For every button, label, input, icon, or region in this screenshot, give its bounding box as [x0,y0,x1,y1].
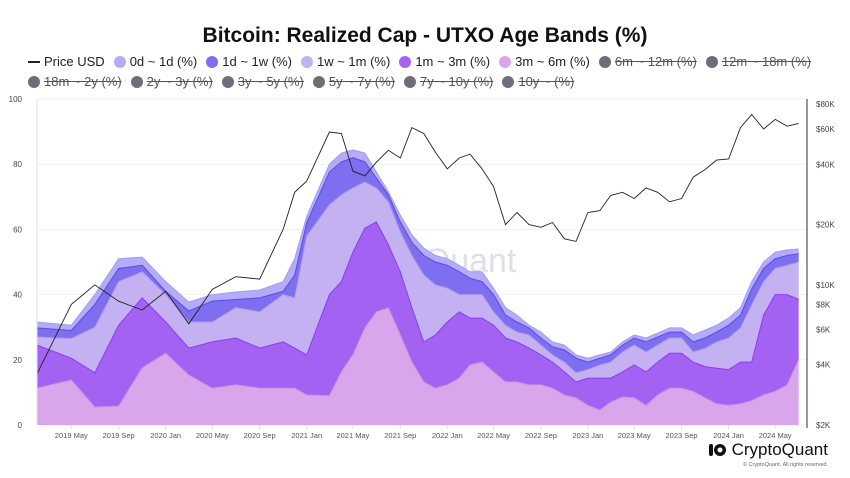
x-tick-label: 2022 Jan [432,431,463,440]
y-right-tick-label: $40K [816,160,835,169]
dot-marker-icon [399,56,412,68]
copyright: © CryptoQuant. All rights reserved. [742,462,828,468]
left-axis-ticks: 0 20 40 60 80 100 [9,95,23,430]
x-tick-label: 2023 Sep [665,431,697,440]
y-right-tick-label: $10K [816,281,835,290]
y-right-tick-label: $4K [816,361,831,370]
legend-label: 3m ~ 6m (%) [515,54,590,69]
y-right-tick-label: $60K [816,125,835,134]
y-left-tick-label: 40 [13,291,22,300]
dot-marker-icon [312,76,325,88]
right-axis-ticks: $2K $4K $6K $8K $10K $20K $40K $60K $80K [816,100,835,430]
dot-marker-icon [28,76,40,88]
y-right-tick-label: $6K [816,325,831,334]
legend-label: 7y ~ 10y (%) [420,74,494,89]
legend-item[interactable]: 1d ~ 1w (%) [206,54,292,70]
dot-marker-icon [206,56,219,68]
area-1w-1m [37,182,799,382]
area-edge-1m-3m [36,221,799,383]
dot-marker-icon [221,76,234,88]
legend-row: 18m ~ 2y (%) 2y ~ 3y (%) 3y ~ 5y (%) 5y ~ 7… [28,74,828,90]
stacked-areas [36,149,800,425]
area-edge-1w-1m [36,181,799,374]
area-edge-0d-1d [36,149,799,359]
legend-label: 2y ~ 3y (%) [146,74,213,89]
y-right-tick-label: $8K [816,300,831,309]
y-left-tick-label: 0 [18,421,23,430]
legend-item[interactable]: 7y ~ 10y (%) [404,74,493,90]
x-tick-label: 2024 May [759,431,792,440]
legend-label: 6m ~ 12m (%) [614,54,697,69]
y-left-tick-label: 100 [9,95,23,104]
x-tick-label: 2020 Sep [244,431,276,440]
legend-item[interactable]: 1w ~ 1m (%) [301,54,390,70]
legend-item[interactable]: 6m ~ 12m (%) [598,54,697,70]
dot-marker-icon [705,56,718,68]
legend-label: 18m ~ 2y (%) [44,74,122,89]
legend-label: 1w ~ 1m (%) [317,54,391,69]
x-tick-label: 2021 Sep [384,431,416,440]
x-tick-label: 2023 Jan [572,431,603,440]
x-tick-label: 2019 Sep [103,431,135,440]
price-line [36,113,799,375]
legend-item[interactable]: 12m ~ 18m (%) [705,54,812,70]
y-left-tick-label: 20 [13,356,22,365]
x-axis-ticks: 2019 May 2019 Sep 2020 Jan 2020 May 2020 Sep… [55,425,792,440]
chart-title: Bitcoin: Realized Cap - UTXO Age Bands (… [202,24,648,47]
brand-logo: CryptoQuant [708,441,828,459]
line-marker-icon [28,61,40,63]
dot-marker-icon [130,76,143,88]
cryptoquant-logo-icon [708,444,726,456]
x-tick-label: 2022 Sep [525,431,557,440]
legend-label: 1m ~ 3m (%) [415,54,491,69]
brand-name: CryptoQuant [731,440,828,459]
x-tick-label: 2020 May [196,431,229,440]
area-1m-3m [37,221,799,410]
legend-item[interactable]: 3y ~ 5y (%) [221,74,304,90]
area-edge-1d-1w [36,157,799,363]
x-tick-label: 2020 Jan [150,431,181,440]
legend-item[interactable]: Price USD [28,54,105,70]
dot-marker-icon [499,56,512,68]
x-tick-label: 2019 May [55,431,88,440]
legend-label: Price USD [44,54,105,69]
legend-label: 1d ~ 1w (%) [222,54,292,69]
y-left-tick-label: 80 [13,160,22,169]
legend-item[interactable]: 18m ~ 2y (%) [28,74,122,90]
area-edge-3m-6m [36,307,800,411]
legend-item[interactable]: 3m ~ 6m (%) [499,54,590,70]
legend-label: 3y ~ 5y (%) [237,74,304,89]
legend-item[interactable]: 10y ~ (%) [502,74,574,90]
legend-label: 10y ~ (%) [518,74,575,89]
y-left-tick-label: 60 [13,225,22,234]
legend-row: Price USD 0d ~ 1d (%) 1d ~ 1w (%) 1w ~ 1m (… [28,54,828,70]
y-right-tick-label: $20K [816,221,835,230]
y-right-tick-label: $80K [816,100,835,109]
x-tick-label: 2021 Jan [291,431,322,440]
dot-marker-icon [113,56,126,68]
x-tick-label: 2021 May [336,431,369,440]
x-tick-label: 2023 May [618,431,651,440]
dot-marker-icon [502,76,515,88]
legend-label: 12m ~ 18m (%) [721,54,812,69]
legend-item[interactable]: 5y ~ 7y (%) [312,74,395,90]
dot-marker-icon [598,56,611,68]
legend-label: 5y ~ 7y (%) [328,74,395,89]
legend-label: 0d ~ 1d (%) [129,54,198,69]
legend-item[interactable]: 0d ~ 1d (%) [113,54,198,70]
x-tick-label: 2024 Jan [713,431,744,440]
legend-item[interactable]: 2y ~ 3y (%) [130,74,213,90]
y-right-tick-label: $2K [816,421,831,430]
dot-marker-icon [404,76,416,88]
area-3m-6m [37,308,799,425]
legend-item[interactable]: 1m ~ 3m (%) [399,54,490,70]
x-tick-label: 2022 May [477,431,510,440]
dot-marker-icon [301,56,313,68]
